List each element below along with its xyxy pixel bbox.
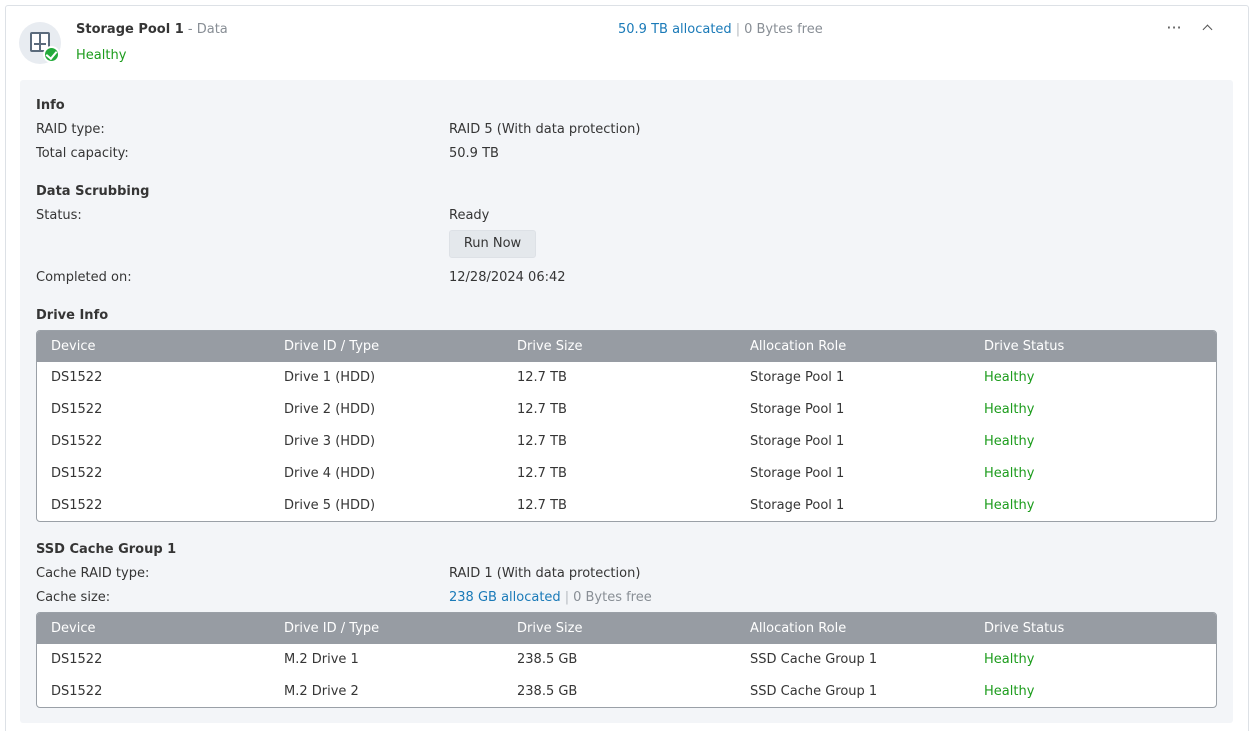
cell-drive-status: Healthy bbox=[984, 466, 1035, 481]
column-header-allocation-role[interactable]: Allocation Role bbox=[750, 339, 847, 354]
total-capacity-value: 50.9 TB bbox=[449, 146, 499, 161]
cell-allocation-role: Storage Pool 1 bbox=[750, 402, 845, 417]
cache-free-amount: 0 Bytes free bbox=[573, 590, 652, 605]
table-row[interactable]: DS1522 M.2 Drive 2 238.5 GB SSD Cache Gr… bbox=[37, 676, 1216, 707]
column-header-drive-size[interactable]: Drive Size bbox=[517, 621, 583, 636]
chevron-up-icon[interactable] bbox=[1199, 20, 1217, 38]
cell-drive-id: M.2 Drive 1 bbox=[284, 652, 359, 667]
table-row[interactable]: DS1522 M.2 Drive 1 238.5 GB SSD Cache Gr… bbox=[37, 644, 1216, 676]
cell-device: DS1522 bbox=[51, 402, 103, 417]
cell-drive-id: Drive 2 (HDD) bbox=[284, 402, 376, 417]
nas-drive-icon bbox=[30, 32, 50, 52]
nas-icon bbox=[19, 22, 61, 64]
raid-type-label: RAID type: bbox=[36, 122, 105, 137]
completed-on-value: 12/28/2024 06:42 bbox=[449, 270, 566, 285]
cell-drive-size: 12.7 TB bbox=[517, 370, 567, 385]
cell-drive-size: 12.7 TB bbox=[517, 402, 567, 417]
total-capacity-label: Total capacity: bbox=[36, 146, 129, 161]
cache-allocated-amount: 238 GB allocated bbox=[449, 590, 561, 605]
column-header-drive-size[interactable]: Drive Size bbox=[517, 339, 583, 354]
table-row[interactable]: DS1522 Drive 1 (HDD) 12.7 TB Storage Poo… bbox=[37, 362, 1216, 394]
column-header-device[interactable]: Device bbox=[51, 339, 96, 354]
cell-drive-id: Drive 3 (HDD) bbox=[284, 434, 376, 449]
cell-drive-id: Drive 5 (HDD) bbox=[284, 498, 376, 513]
cell-allocation-role: Storage Pool 1 bbox=[750, 370, 845, 385]
pool-name: Storage Pool 1 bbox=[76, 22, 184, 37]
table-header: Device Drive ID / Type Drive Size Alloca… bbox=[37, 331, 1216, 362]
drive-info-table: Device Drive ID / Type Drive Size Alloca… bbox=[36, 330, 1217, 522]
check-circle-icon bbox=[43, 46, 60, 63]
run-now-button[interactable]: Run Now bbox=[449, 230, 536, 258]
cell-allocation-role: SSD Cache Group 1 bbox=[750, 652, 878, 667]
cell-drive-status: Healthy bbox=[984, 434, 1035, 449]
separator: | bbox=[564, 590, 570, 605]
cell-allocation-role: Storage Pool 1 bbox=[750, 498, 845, 513]
drive-info-title: Drive Info bbox=[36, 308, 109, 323]
table-row[interactable]: DS1522 Drive 5 (HDD) 12.7 TB Storage Poo… bbox=[37, 490, 1216, 521]
cell-drive-status: Healthy bbox=[984, 498, 1035, 513]
table-header: Device Drive ID / Type Drive Size Alloca… bbox=[37, 613, 1216, 644]
cell-drive-status: Healthy bbox=[984, 370, 1035, 385]
cell-allocation-role: Storage Pool 1 bbox=[750, 466, 845, 481]
table-row[interactable]: DS1522 Drive 4 (HDD) 12.7 TB Storage Poo… bbox=[37, 458, 1216, 490]
cell-allocation-role: SSD Cache Group 1 bbox=[750, 684, 878, 699]
cell-drive-id: M.2 Drive 2 bbox=[284, 684, 359, 699]
data-scrubbing-title: Data Scrubbing bbox=[36, 184, 150, 199]
cell-drive-size: 12.7 TB bbox=[517, 434, 567, 449]
cell-allocation-role: Storage Pool 1 bbox=[750, 434, 845, 449]
scrubbing-status-label: Status: bbox=[36, 208, 82, 223]
cell-device: DS1522 bbox=[51, 370, 103, 385]
column-header-drive-status[interactable]: Drive Status bbox=[984, 621, 1065, 636]
cell-device: DS1522 bbox=[51, 498, 103, 513]
allocation-summary: 50.9 TB allocated | 0 Bytes free bbox=[618, 22, 823, 37]
more-options-icon[interactable]: ··· bbox=[1166, 18, 1182, 37]
cache-size-label: Cache size: bbox=[36, 590, 111, 605]
cell-drive-status: Healthy bbox=[984, 402, 1035, 417]
cell-device: DS1522 bbox=[51, 684, 103, 699]
scrubbing-status-value: Ready bbox=[449, 208, 490, 223]
info-section-title: Info bbox=[36, 98, 65, 113]
cell-drive-id: Drive 1 (HDD) bbox=[284, 370, 376, 385]
pool-type: - Data bbox=[187, 22, 228, 37]
allocated-amount: 50.9 TB allocated bbox=[618, 22, 732, 37]
column-header-drive-status[interactable]: Drive Status bbox=[984, 339, 1065, 354]
cell-drive-size: 12.7 TB bbox=[517, 466, 567, 481]
table-row[interactable]: DS1522 Drive 2 (HDD) 12.7 TB Storage Poo… bbox=[37, 394, 1216, 426]
ssd-cache-title: SSD Cache Group 1 bbox=[36, 542, 177, 557]
cell-device: DS1522 bbox=[51, 434, 103, 449]
separator: | bbox=[735, 22, 741, 37]
column-header-drive-id[interactable]: Drive ID / Type bbox=[284, 339, 380, 354]
completed-on-label: Completed on: bbox=[36, 270, 132, 285]
cell-drive-status: Healthy bbox=[984, 684, 1035, 699]
cache-size-value: 238 GB allocated | 0 Bytes free bbox=[449, 590, 652, 605]
cell-drive-size: 12.7 TB bbox=[517, 498, 567, 513]
column-header-drive-id[interactable]: Drive ID / Type bbox=[284, 621, 380, 636]
ssd-cache-table: Device Drive ID / Type Drive Size Alloca… bbox=[36, 612, 1217, 708]
cell-drive-status: Healthy bbox=[984, 652, 1035, 667]
cell-device: DS1522 bbox=[51, 652, 103, 667]
cache-raid-type-value: RAID 1 (With data protection) bbox=[449, 566, 641, 581]
cache-raid-type-label: Cache RAID type: bbox=[36, 566, 150, 581]
free-amount: 0 Bytes free bbox=[744, 22, 823, 37]
cell-drive-size: 238.5 GB bbox=[517, 684, 578, 699]
raid-type-value: RAID 5 (With data protection) bbox=[449, 122, 641, 137]
column-header-device[interactable]: Device bbox=[51, 621, 96, 636]
column-header-allocation-role[interactable]: Allocation Role bbox=[750, 621, 847, 636]
table-row[interactable]: DS1522 Drive 3 (HDD) 12.7 TB Storage Poo… bbox=[37, 426, 1216, 458]
cell-device: DS1522 bbox=[51, 466, 103, 481]
pool-title: Storage Pool 1 - Data bbox=[76, 22, 228, 37]
cell-drive-size: 238.5 GB bbox=[517, 652, 578, 667]
cell-drive-id: Drive 4 (HDD) bbox=[284, 466, 376, 481]
pool-status: Healthy bbox=[76, 48, 127, 63]
